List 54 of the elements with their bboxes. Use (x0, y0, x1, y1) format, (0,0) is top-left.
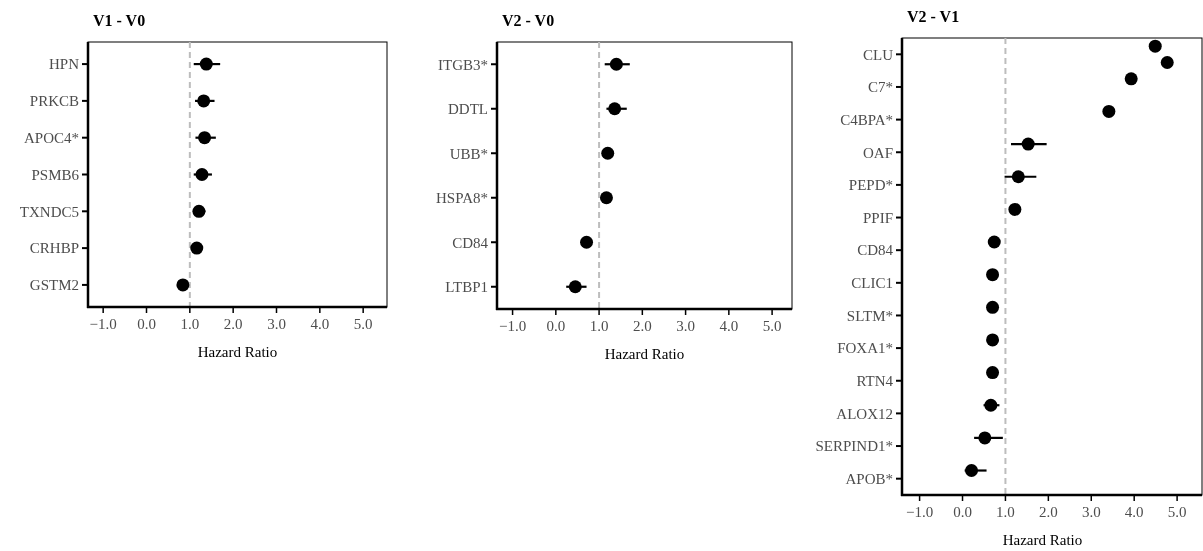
x-tick-label: 4.0 (1124, 504, 1144, 520)
x-tick-label: 3.0 (267, 316, 286, 332)
chart-title: V1 - V0 (93, 12, 146, 29)
x-tick-label: 5.0 (353, 316, 373, 332)
x-tick-label: 2.0 (223, 316, 243, 332)
y-tick-label: CLU (863, 46, 894, 63)
x-tick-label: 3.0 (1081, 504, 1101, 520)
y-tick-label: PRKCB (29, 93, 79, 110)
y-tick-label: GSTM2 (29, 277, 79, 294)
x-axis-title: Hazard Ratio (197, 344, 278, 360)
y-tick-label: PSMB6 (31, 166, 80, 183)
y-tick-label: APOC4* (23, 129, 79, 146)
y-tick-label: SLTM* (846, 307, 893, 324)
x-tick-label: −1.0 (89, 316, 117, 332)
x-axis-title: Hazard Ratio (604, 346, 685, 362)
y-tick-label: APOB* (845, 470, 893, 487)
y-tick-label: OAF (862, 144, 893, 161)
y-tick-label: HSPA8* (436, 190, 488, 206)
y-tick-label: PEPD* (848, 177, 893, 194)
x-tick-label: 2.0 (1038, 504, 1058, 520)
y-tick-label: TXNDC5 (19, 203, 79, 220)
y-tick-label: ITGB3* (438, 56, 488, 73)
y-tick-label: PPIF (862, 209, 893, 226)
x-tick-label: 5.0 (1167, 504, 1187, 520)
y-tick-label: UBB* (449, 145, 488, 162)
x-tick-label: 3.0 (676, 318, 695, 334)
y-tick-label: HPN (48, 56, 80, 73)
y-tick-label: CD84 (452, 234, 489, 251)
y-tick-label: CD84 (857, 242, 894, 259)
y-tick-label: ALOX12 (836, 405, 893, 422)
x-tick-label: 4.0 (310, 316, 330, 332)
y-tick-label: RTN4 (856, 373, 894, 389)
x-tick-label: 2.0 (632, 318, 652, 334)
chart-title: V2 - V1 (907, 8, 960, 25)
x-tick-label: 4.0 (719, 318, 739, 334)
y-tick-label: SERPIND1* (815, 438, 893, 455)
y-tick-label: LTBP1 (445, 279, 488, 295)
x-tick-label: 0.0 (546, 318, 566, 334)
x-tick-label: 1.0 (180, 316, 200, 332)
x-axis-title: Hazard Ratio (1002, 532, 1083, 548)
x-tick-label: 1.0 (589, 318, 609, 334)
x-tick-label: −1.0 (905, 504, 934, 520)
chart-title: V2 - V0 (502, 12, 555, 29)
y-tick-label: CRHBP (29, 240, 79, 257)
x-tick-label: 0.0 (953, 504, 972, 520)
x-tick-label: 1.0 (996, 504, 1015, 520)
y-tick-label: C4BPA* (840, 111, 893, 128)
y-tick-label: C7* (867, 79, 893, 96)
y-tick-label: FOXA1* (837, 340, 893, 357)
x-tick-label: 0.0 (137, 316, 156, 332)
y-tick-label: CLIC1 (851, 275, 893, 292)
y-tick-label: DDTL (448, 101, 488, 117)
x-tick-label: 5.0 (762, 318, 782, 334)
x-tick-label: −1.0 (498, 318, 527, 334)
